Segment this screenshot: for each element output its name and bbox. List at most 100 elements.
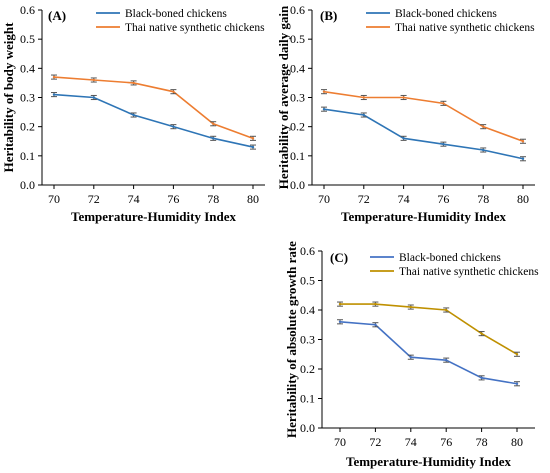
y-tick-label: 0.0 [20, 178, 35, 192]
x-tick-label: 70 [334, 435, 346, 449]
x-tick-label: 78 [207, 192, 219, 206]
legend-label: Black-boned chickens [399, 252, 501, 264]
y-tick-label: 0.6 [290, 3, 305, 17]
chart-panel-3: 0.0 0.1 0.2 0.3 0.4 0.5 0.6 70 72 74 76 78 80 Tempera… [284, 241, 539, 469]
y-tick-label: 0.0 [300, 421, 315, 435]
data-point [480, 332, 483, 335]
data-point [132, 81, 135, 85]
y-tick-label: 0.4 [300, 303, 315, 317]
legend: Black-boned chickens Thai native syntheti… [366, 8, 535, 34]
series-line [339, 321, 518, 385]
series-line [53, 76, 254, 140]
data-point [172, 90, 175, 93]
chart-panel-1: 0.0 0.1 0.2 0.3 0.4 0.5 0.6 70 72 74 76 78 80 Tempera… [1, 3, 265, 224]
series-1 [51, 92, 256, 150]
x-axis-title: Temperature-Humidity Index [346, 454, 512, 469]
x-tick-label: 74 [128, 192, 140, 206]
series-2 [337, 301, 520, 357]
series-line [323, 90, 524, 143]
x-tick-label: 72 [88, 192, 100, 206]
data-point [515, 353, 519, 356]
series-line [53, 93, 254, 148]
series-line [323, 108, 524, 160]
data-point [445, 358, 448, 362]
panel-label: (A) [48, 8, 66, 23]
x-tick-label: 70 [318, 192, 330, 206]
y-tick-label: 0.4 [20, 61, 35, 75]
x-tick-label: 72 [369, 435, 381, 449]
data-point [172, 125, 175, 128]
y-tick-label: 0.3 [20, 91, 35, 105]
data-point [322, 107, 326, 111]
data-point [482, 125, 485, 128]
series-2 [51, 74, 256, 141]
data-point [402, 96, 405, 99]
x-tick-label: 78 [477, 192, 489, 206]
data-point [251, 145, 255, 149]
y-tick-label: 0.5 [20, 32, 35, 46]
x-tick-label: 80 [511, 435, 523, 449]
data-point [409, 356, 412, 359]
x-tick-label: 76 [167, 192, 179, 206]
data-point [322, 90, 326, 93]
data-point [374, 323, 377, 326]
x-axis-title: Temperature-Humidity Index [71, 209, 237, 224]
data-point [374, 302, 377, 306]
x-tick-label: 80 [247, 192, 259, 206]
data-point [52, 93, 56, 96]
legend: Black-boned chickens Thai native syntheti… [96, 8, 265, 34]
y-tick-label: 0.1 [300, 392, 315, 406]
x-tick-label: 70 [48, 192, 60, 206]
series-line [340, 303, 518, 355]
legend-label: Thai native synthetic chickens [125, 22, 265, 34]
legend-label: Thai native synthetic chickens [395, 22, 535, 34]
data-point [482, 148, 485, 152]
y-tick-label: 0.5 [300, 274, 315, 288]
y-axis-title: Heritability of body weight [1, 22, 16, 173]
data-point [521, 140, 525, 143]
data-point [521, 157, 525, 160]
x-tick-label: 76 [440, 435, 452, 449]
x-tick-label: 74 [405, 435, 417, 449]
panel-label: (B) [320, 8, 337, 23]
x-tick-label: 74 [398, 192, 410, 206]
series-1 [321, 106, 526, 162]
data-point [362, 96, 365, 99]
y-tick-label: 0.4 [290, 61, 305, 75]
y-tick-label: 0.1 [20, 149, 35, 163]
legend-label: Black-boned chickens [125, 8, 227, 20]
data-point [480, 376, 483, 380]
data-point [362, 113, 365, 117]
y-axis-title: Heritability of absolute growth rate [284, 241, 299, 438]
data-point [92, 96, 96, 99]
data-point [409, 305, 412, 309]
y-tick-label: 0.5 [290, 32, 305, 46]
x-tick-label: 80 [517, 192, 529, 206]
y-tick-label: 0.6 [300, 244, 315, 258]
legend: Black-boned chickens Thai native syntheti… [370, 252, 539, 278]
x-axis-title: Temperature-Humidity Index [341, 209, 507, 224]
x-tick-label: 78 [476, 435, 488, 449]
x-tick-label: 76 [437, 192, 449, 206]
data-point [445, 308, 448, 312]
data-point [338, 320, 342, 323]
data-point [442, 142, 445, 146]
legend-label: Black-boned chickens [395, 8, 497, 20]
data-point [212, 137, 215, 140]
y-tick-label: 0.3 [300, 333, 315, 347]
y-tick-label: 0.6 [20, 3, 35, 17]
data-point [52, 75, 56, 79]
data-point [92, 78, 96, 82]
y-tick-label: 0.2 [300, 362, 315, 376]
x-tick-label: 72 [358, 192, 370, 206]
y-axis-title: Heritability of average daily gain [276, 5, 291, 189]
legend-label: Thai native synthetic chickens [399, 266, 539, 278]
y-tick-label: 0.3 [290, 91, 305, 105]
series-2 [321, 89, 526, 144]
data-point [338, 302, 342, 306]
y-tick-label: 0.0 [290, 178, 305, 192]
y-tick-label: 0.2 [20, 120, 35, 134]
y-tick-label: 0.1 [290, 149, 305, 163]
panel-label: (C) [330, 250, 348, 265]
